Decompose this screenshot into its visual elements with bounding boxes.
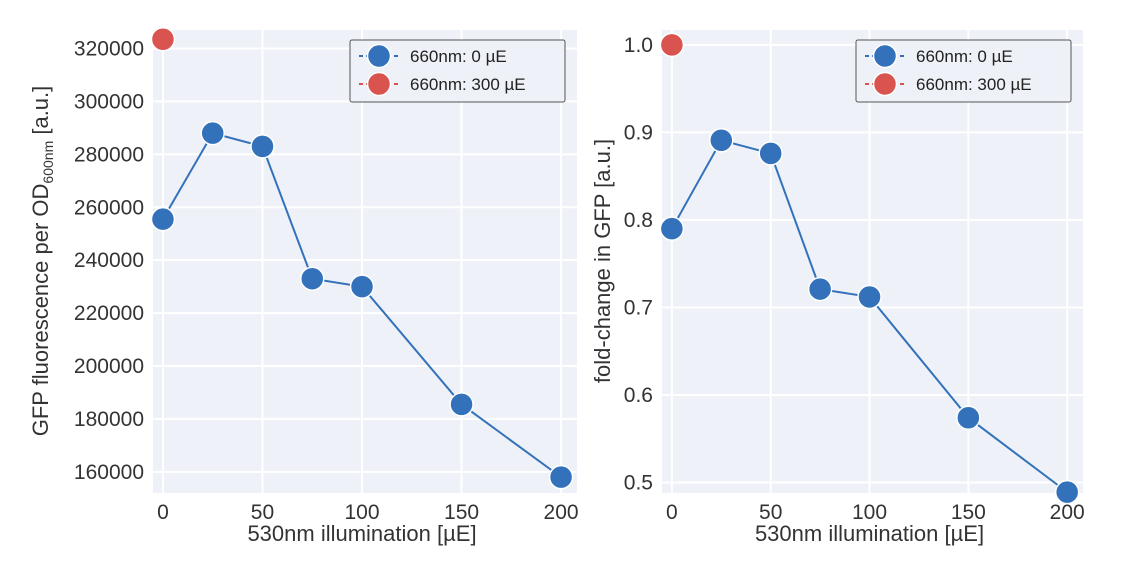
- y-tick-label: 240000: [74, 249, 144, 272]
- x-tick-label: 100: [344, 501, 379, 524]
- series-2: [150, 27, 176, 52]
- legend-item: 660nm: 300 µE: [865, 71, 1032, 97]
- series-1: [150, 120, 574, 490]
- y-axis-label: GFP fluorescence per OD600nm [a.u.]: [28, 86, 56, 437]
- legend-item: 660nm: 300 µE: [359, 71, 526, 97]
- y-tick-label: 180000: [74, 408, 144, 431]
- x-tick-label: 200: [1050, 501, 1085, 524]
- x-tick-label: 150: [444, 501, 479, 524]
- x-axis-label: 530nm illumination [µE]: [755, 521, 984, 546]
- y-tick-label: 260000: [74, 196, 144, 219]
- y-tick-label: 0.7: [624, 296, 653, 319]
- data-point: [250, 134, 275, 159]
- data-point: [1054, 479, 1080, 505]
- data-point: [758, 141, 783, 166]
- legend-box: [855, 39, 1072, 103]
- plot-area: [662, 30, 1083, 493]
- legend-label: 660nm: 0 µE: [916, 47, 1013, 66]
- data-point: [659, 32, 685, 58]
- y-tick-label: 0.9: [624, 121, 653, 144]
- x-tick-label: 100: [852, 501, 887, 524]
- data-point: [150, 27, 176, 52]
- legend-marker: [366, 71, 392, 97]
- legend-marker: [872, 43, 898, 69]
- data-point: [349, 274, 375, 299]
- y-tick-label: 1.0: [624, 34, 653, 57]
- x-axis-label: 530nm illumination [µE]: [247, 521, 476, 546]
- series-1: [659, 128, 1080, 505]
- data-point: [200, 120, 225, 146]
- legend-marker: [366, 43, 392, 69]
- y-axis-label: fold-change in GFP [a.u.]: [590, 139, 615, 383]
- y-tick-label: 0.5: [624, 471, 653, 494]
- legend-item: 660nm: 0 µE: [359, 43, 507, 69]
- legend-marker: [872, 71, 898, 97]
- series-2: [659, 32, 685, 58]
- legend-item: 660nm: 0 µE: [865, 43, 1013, 69]
- y-tick-label: 300000: [74, 90, 144, 113]
- legend: 660nm: 0 µE 660nm: 300 µE: [349, 39, 566, 103]
- data-point: [857, 284, 882, 310]
- data-point: [709, 128, 734, 153]
- data-point: [299, 266, 325, 291]
- data-point: [548, 464, 574, 490]
- x-tick-label: 50: [759, 501, 782, 524]
- legend: 660nm: 0 µE 660nm: 300 µE: [855, 39, 1072, 103]
- data-point: [449, 392, 474, 417]
- data-point: [956, 405, 981, 430]
- data-point: [807, 276, 833, 302]
- y-tick-label: 200000: [74, 355, 144, 378]
- y-tick-label: 220000: [74, 302, 144, 325]
- plot-panel-1: 0 50 100 150 200 160000 180000 200000 220000 2400…: [28, 27, 579, 546]
- x-tick-label: 0: [157, 501, 169, 524]
- data-point: [659, 216, 685, 241]
- legend-label: 660nm: 0 µE: [410, 47, 507, 66]
- legend-label: 660nm: 300 µE: [410, 75, 526, 94]
- y-tick-label: 320000: [74, 38, 144, 61]
- y-tick-label: 0.8: [624, 209, 653, 232]
- x-tick-label: 200: [544, 501, 579, 524]
- y-tick-label: 0.6: [624, 384, 653, 407]
- y-tick-label: 280000: [74, 143, 144, 166]
- data-point: [150, 206, 176, 232]
- x-tick-label: 0: [666, 501, 678, 524]
- plot-panel-2: 0 50 100 150 200 0.5 0.6 0.7 0.8 0.9 1.0 530nm illu…: [590, 30, 1085, 546]
- legend-label: 660nm: 300 µE: [916, 75, 1032, 94]
- x-tick-label: 50: [251, 501, 274, 524]
- x-tick-label: 150: [951, 501, 986, 524]
- plot-area: [153, 30, 577, 493]
- legend-box: [349, 39, 566, 103]
- y-tick-label: 160000: [74, 461, 144, 484]
